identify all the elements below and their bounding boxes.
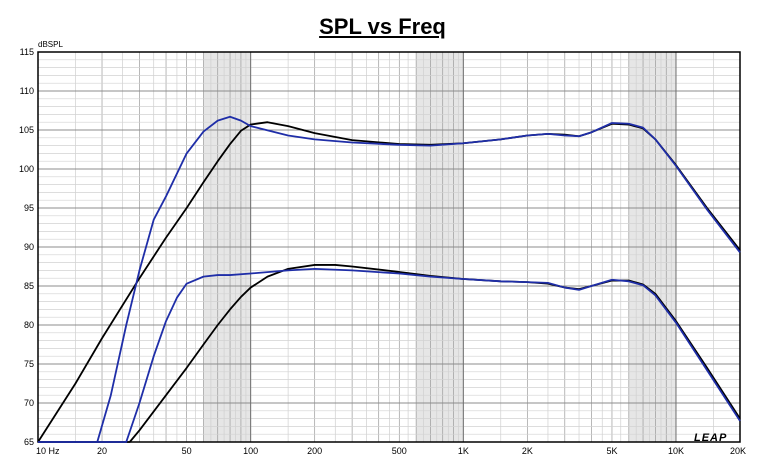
curve-4 xyxy=(38,267,741,443)
x-tick-label: 500 xyxy=(392,446,407,456)
curve-2 xyxy=(38,115,741,443)
y-tick-label: 110 xyxy=(20,86,34,96)
x-axis-ticks: 10 Hz 20 50 100 200 500 1K 2K 5K 10K 20K xyxy=(36,446,746,456)
x-tick-label: 50 xyxy=(182,446,192,456)
y-tick-label: 95 xyxy=(24,203,34,213)
x-tick-label: 10 Hz xyxy=(36,446,60,456)
plot-frame xyxy=(37,51,741,443)
x-tick-label: 20 xyxy=(97,446,107,456)
x-tick-label: 5K xyxy=(606,446,617,456)
curves xyxy=(37,115,741,443)
y-axis-ticks: 65 70 75 80 85 90 95 100 105 110 115 xyxy=(19,47,34,447)
x-tick-label: 2K xyxy=(522,446,533,456)
y-tick-label: 85 xyxy=(24,281,34,291)
x-tick-label: 100 xyxy=(243,446,258,456)
major-grid xyxy=(38,52,740,442)
y-tick-label: 70 xyxy=(24,398,34,408)
x-tick-label: 200 xyxy=(307,446,322,456)
y-tick-label: 75 xyxy=(24,359,34,369)
y-tick-label: 100 xyxy=(19,164,34,174)
y-tick-label: 65 xyxy=(24,437,34,447)
leap-logo: LEAP xyxy=(694,432,727,444)
x-tick-label: 1K xyxy=(458,446,469,456)
y-axis-unit: dBSPL xyxy=(38,40,63,49)
y-tick-label: 80 xyxy=(24,320,34,330)
y-tick-label: 90 xyxy=(24,242,34,252)
x-tick-label: 10K xyxy=(668,446,684,456)
x-tick-label: 20K xyxy=(730,446,746,456)
chart-title: SPL vs Freq xyxy=(319,14,446,39)
y-tick-label: 115 xyxy=(20,47,34,57)
y-tick-label: 105 xyxy=(19,125,34,135)
